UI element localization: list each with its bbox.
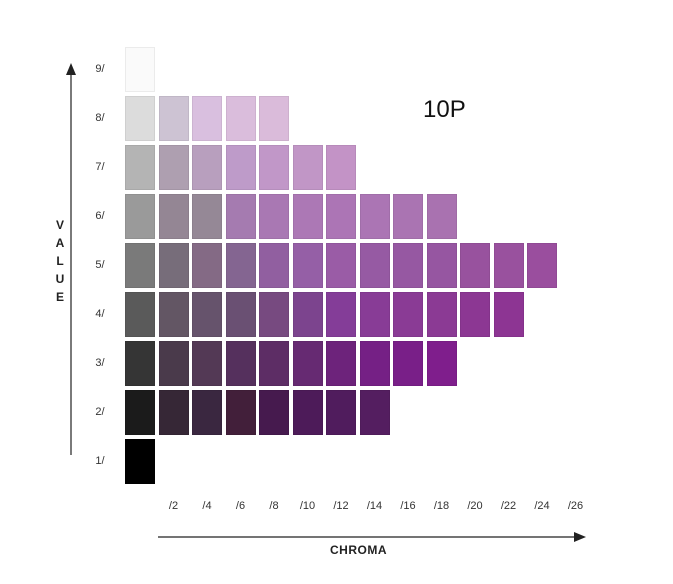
value-label: 3/ bbox=[95, 357, 105, 369]
swatch-2-c12 bbox=[326, 390, 356, 435]
swatch-4-c2 bbox=[158, 292, 189, 337]
swatch-2-N bbox=[125, 390, 155, 435]
swatch-7-c10 bbox=[292, 145, 323, 190]
swatch-6-c14 bbox=[359, 194, 390, 239]
swatch-7-c12 bbox=[326, 145, 356, 190]
chroma-label: /2 bbox=[168, 500, 179, 512]
swatch-8-c2 bbox=[158, 96, 189, 141]
chroma-label: /10 bbox=[299, 500, 316, 512]
chroma-label: /4 bbox=[202, 500, 212, 512]
swatch-4-c4 bbox=[192, 292, 222, 337]
swatch-5-c20 bbox=[460, 243, 490, 288]
swatch-6-c2 bbox=[158, 194, 189, 239]
swatch-6-N bbox=[125, 194, 155, 239]
swatch-6-c16 bbox=[393, 194, 423, 239]
swatch-5-c4 bbox=[192, 243, 222, 288]
swatch-5-c22 bbox=[493, 243, 524, 288]
swatch-4-N bbox=[125, 292, 155, 337]
value-label: 6/ bbox=[95, 210, 105, 222]
value-arrowhead-icon bbox=[66, 63, 76, 75]
swatch-7-c4 bbox=[192, 145, 222, 190]
chroma-label: /16 bbox=[400, 500, 416, 512]
value-label: 9/ bbox=[95, 63, 105, 75]
swatch-3-c16 bbox=[393, 341, 423, 386]
chroma-label: /20 bbox=[467, 500, 483, 512]
swatch-2-c2 bbox=[158, 390, 189, 435]
swatch-5-c16 bbox=[393, 243, 423, 288]
swatch-5-c6 bbox=[225, 243, 256, 288]
swatch-4-c22 bbox=[493, 292, 524, 337]
swatch-4-c20 bbox=[460, 292, 490, 337]
swatch-5-c8 bbox=[259, 243, 289, 288]
swatch-3-c14 bbox=[359, 341, 390, 386]
swatch-2-c4 bbox=[192, 390, 222, 435]
swatch-3-c8 bbox=[259, 341, 289, 386]
chroma-label: /18 bbox=[433, 500, 450, 512]
chroma-label: /8 bbox=[269, 500, 279, 512]
swatch-6-c4 bbox=[192, 194, 222, 239]
chroma-label: /26 bbox=[567, 500, 584, 512]
swatch-7-c6 bbox=[225, 145, 256, 190]
swatch-3-c18 bbox=[426, 341, 457, 386]
swatch-3-N bbox=[125, 341, 155, 386]
swatch-1-N bbox=[125, 439, 155, 484]
swatch-6-c10 bbox=[292, 194, 323, 239]
swatch-4-c14 bbox=[359, 292, 390, 337]
swatch-9-N bbox=[125, 47, 155, 92]
swatch-4-c10 bbox=[292, 292, 323, 337]
swatch-3-c6 bbox=[225, 341, 256, 386]
swatch-8-c4 bbox=[192, 96, 222, 141]
swatch-8-N bbox=[125, 96, 155, 141]
swatch-5-c24 bbox=[527, 243, 557, 288]
value-label: 7/ bbox=[95, 161, 105, 173]
swatch-5-c10 bbox=[292, 243, 323, 288]
chroma-label: /14 bbox=[366, 500, 383, 512]
swatch-6-c6 bbox=[225, 194, 256, 239]
swatch-5-N bbox=[125, 243, 155, 288]
swatch-4-c16 bbox=[393, 292, 423, 337]
value-label: 5/ bbox=[95, 259, 105, 271]
swatch-5-c18 bbox=[426, 243, 457, 288]
value-label: 4/ bbox=[95, 308, 105, 320]
swatch-2-c6 bbox=[225, 390, 256, 435]
swatch-3-c12 bbox=[326, 341, 356, 386]
swatch-8-c6 bbox=[225, 96, 256, 141]
chroma-label: /24 bbox=[534, 500, 550, 512]
value-label: 8/ bbox=[95, 112, 105, 124]
chroma-label: /12 bbox=[333, 500, 349, 512]
swatch-7-c8 bbox=[259, 145, 289, 190]
hue-title: 10P bbox=[423, 96, 466, 123]
swatch-7-N bbox=[125, 145, 155, 190]
swatch-6-c12 bbox=[326, 194, 356, 239]
swatch-5-c12 bbox=[326, 243, 356, 288]
swatch-3-c2 bbox=[158, 341, 189, 386]
swatch-4-c8 bbox=[259, 292, 289, 337]
swatch-8-c8 bbox=[259, 96, 289, 141]
swatch-5-c14 bbox=[359, 243, 390, 288]
swatch-6-c18 bbox=[426, 194, 457, 239]
chroma-axis-label: CHROMA bbox=[330, 543, 387, 557]
swatch-7-c2 bbox=[158, 145, 189, 190]
chroma-label: /22 bbox=[500, 500, 517, 512]
swatch-4-c18 bbox=[426, 292, 457, 337]
chroma-label: /6 bbox=[235, 500, 246, 512]
swatch-2-c8 bbox=[259, 390, 289, 435]
swatch-4-c6 bbox=[225, 292, 256, 337]
swatch-4-c12 bbox=[326, 292, 356, 337]
chroma-arrowhead-icon bbox=[574, 532, 586, 542]
swatch-3-c4 bbox=[192, 341, 222, 386]
swatch-5-c2 bbox=[158, 243, 189, 288]
swatch-2-c10 bbox=[292, 390, 323, 435]
value-axis-label: VALUE bbox=[55, 218, 65, 304]
value-label: 1/ bbox=[95, 455, 105, 467]
swatch-2-c14 bbox=[359, 390, 390, 435]
value-label: 2/ bbox=[95, 406, 105, 418]
swatch-6-c8 bbox=[259, 194, 289, 239]
swatch-3-c10 bbox=[292, 341, 323, 386]
